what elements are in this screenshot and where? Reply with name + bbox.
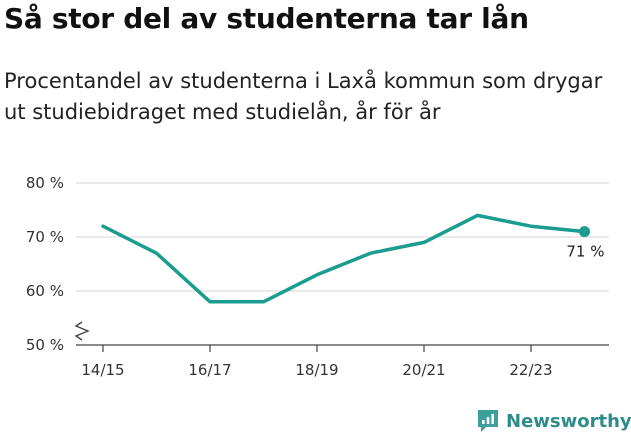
data-series: 71 %: [101, 213, 605, 304]
x-tick-label: 20/21: [402, 361, 445, 379]
last-point-label: 71 %: [566, 243, 604, 261]
x-tick-label: 16/17: [188, 361, 231, 379]
y-tick-label: 60 %: [26, 282, 64, 300]
y-tick-label: 50 %: [26, 336, 64, 354]
last-point-marker: [579, 226, 590, 238]
chart-title: Så stor del av studenterna tar lån: [4, 2, 529, 35]
y-tick-label: 70 %: [26, 228, 64, 246]
y-tick-labels: 50 % 60 % 70 % 80 %: [26, 174, 64, 354]
newsworthy-logo-icon: [478, 410, 498, 432]
newsworthy-brand: Newsworthy: [476, 408, 631, 434]
y-tick-label: 80 %: [26, 174, 64, 192]
y-gridlines: [76, 182, 609, 292]
x-tick-label: 14/15: [81, 361, 124, 379]
line-chart: 50 % 60 % 70 % 80 % 14/15 16/17 18/19 20/21 22/…: [26, 174, 609, 379]
x-axis: 14/15 16/17 18/19 20/21 22/23: [76, 344, 609, 379]
x-tick-label: 18/19: [295, 361, 338, 379]
series-line: [101, 213, 587, 304]
x-tick-label: 22/23: [509, 361, 552, 379]
axis-break-zigzag: [74, 321, 90, 341]
axis-break-icon: [74, 321, 90, 341]
brand-name: Newsworthy: [506, 410, 631, 432]
chart-subtitle: Procentandel av studenterna i Laxå kommu…: [4, 69, 603, 124]
